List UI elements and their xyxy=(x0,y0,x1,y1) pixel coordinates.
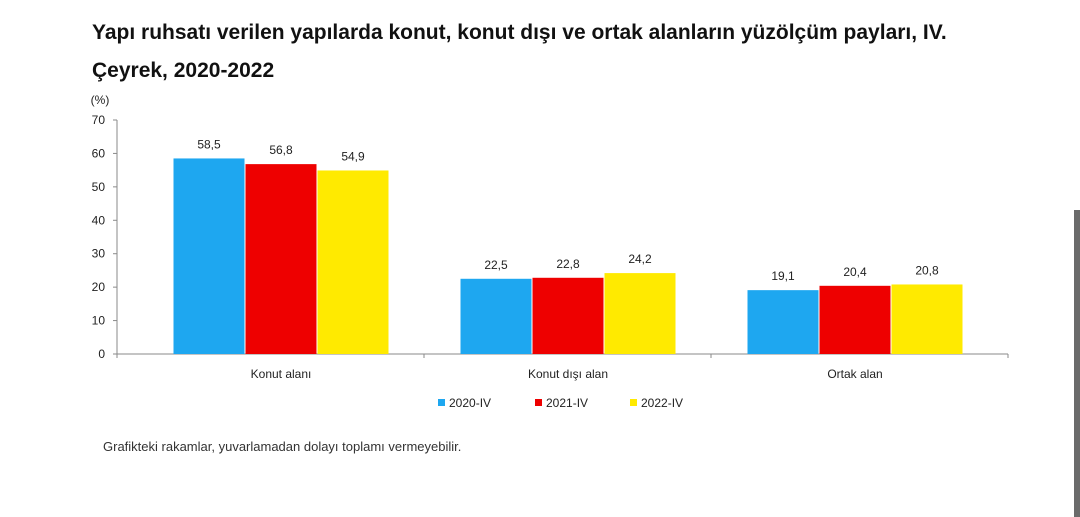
y-tick-label: 60 xyxy=(92,146,106,160)
bar-2021-IV-2 xyxy=(532,277,604,354)
y-tick-label: 30 xyxy=(92,247,106,261)
data-label: 24,2 xyxy=(628,252,652,266)
y-tick-label: 0 xyxy=(98,347,105,361)
data-label: 56,8 xyxy=(269,143,293,157)
data-label: 20,8 xyxy=(915,263,939,277)
x-tick-label: Konut alanı xyxy=(251,367,312,381)
legend-swatch-2020-IV xyxy=(438,399,445,406)
data-label: 20,4 xyxy=(843,265,867,279)
bar-2020-IV-2 xyxy=(460,278,532,354)
bar-chart: 0 10 20 30 40 50 60 70 (%) 58,5 56,8 54,9 Konut alan… xyxy=(91,93,1009,410)
legend-label: 2022-IV xyxy=(641,396,683,410)
bar-2021-IV-3 xyxy=(819,285,891,354)
chart-title-line2: Çeyrek, 2020-2022 xyxy=(92,59,275,82)
data-label: 22,8 xyxy=(556,257,580,271)
y-tick-label: 70 xyxy=(92,113,106,127)
legend-label: 2021-IV xyxy=(546,396,588,410)
bar-2022-IV-2 xyxy=(604,273,676,354)
bar-2020-IV-1 xyxy=(173,158,245,354)
x-tick-label: Konut dışı alan xyxy=(528,367,608,381)
y-axis-label: (%) xyxy=(91,93,110,107)
y-tick-label: 10 xyxy=(92,314,106,328)
bar-2022-IV-1 xyxy=(317,170,389,354)
chart-title-line1: Yapı ruhsatı verilen yapılarda konut, ko… xyxy=(92,21,947,44)
y-tick-label: 20 xyxy=(92,280,106,294)
legend-swatch-2021-IV xyxy=(535,399,542,406)
bar-2021-IV-1 xyxy=(245,164,317,354)
bar-2022-IV-3 xyxy=(891,284,963,354)
y-tick-label: 50 xyxy=(92,180,106,194)
data-label: 58,5 xyxy=(197,137,221,151)
scrollbar[interactable] xyxy=(1074,210,1080,517)
data-label: 22,5 xyxy=(484,258,508,272)
legend-label: 2020-IV xyxy=(449,396,491,410)
legend-swatch-2022-IV xyxy=(630,399,637,406)
y-tick-label: 40 xyxy=(92,213,106,227)
footnote: Grafikteki rakamlar, yuvarlamadan dolayı… xyxy=(103,439,462,454)
data-label: 54,9 xyxy=(341,149,365,163)
bar-2020-IV-3 xyxy=(747,290,819,354)
x-tick-label: Ortak alan xyxy=(827,367,882,381)
chart-title: Yapı ruhsatı verilen yapılarda konut, ko… xyxy=(92,14,1052,90)
data-label: 19,1 xyxy=(771,269,795,283)
